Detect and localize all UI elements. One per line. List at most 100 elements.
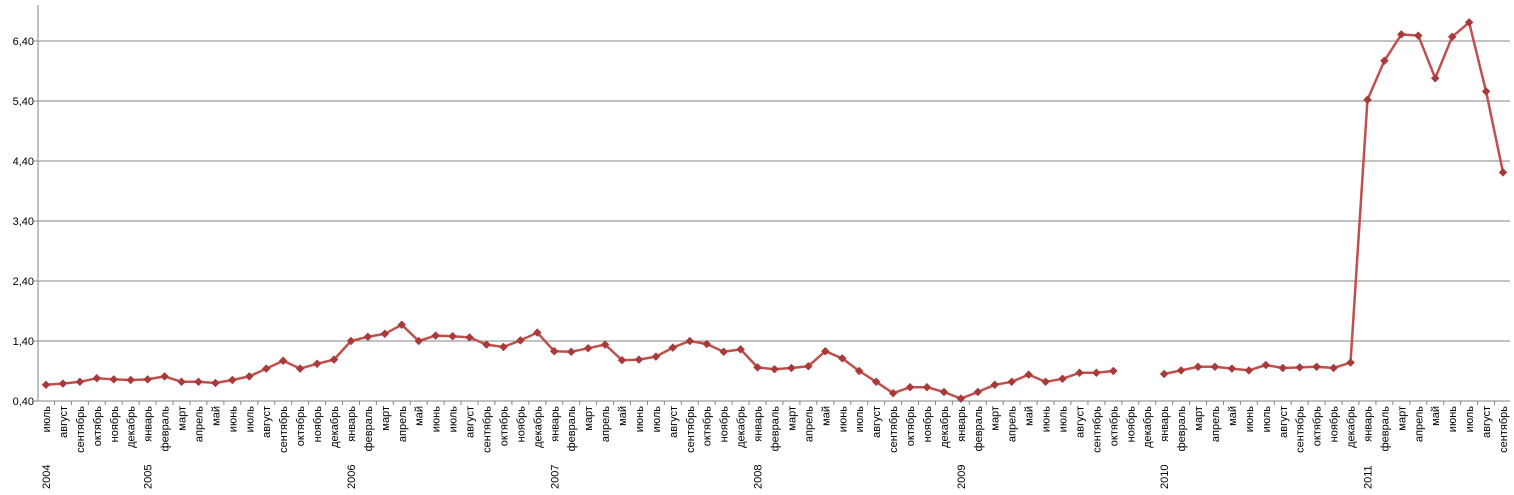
x-year-label: 2011 <box>1362 465 1374 489</box>
data-point-marker <box>1227 364 1237 373</box>
data-point-marker <box>448 331 457 341</box>
x-tick-label: март <box>583 406 595 431</box>
data-point-marker <box>1447 32 1457 42</box>
y-tick-label: 0,40 <box>13 396 34 408</box>
x-tick-label: август <box>465 406 477 438</box>
x-tick-label: февраль <box>1176 406 1188 452</box>
x-tick-label: июнь <box>431 406 443 432</box>
data-point-marker <box>1430 73 1440 83</box>
data-point-marker <box>1108 366 1118 376</box>
x-tick-label: октябрь <box>702 406 714 446</box>
data-point-marker <box>668 343 678 352</box>
x-tick-label: май <box>414 406 426 426</box>
data-point-marker <box>651 352 661 361</box>
data-point-marker <box>871 377 881 387</box>
x-year-label: 2006 <box>346 465 358 489</box>
data-point-marker <box>126 375 136 385</box>
data-point-marker <box>939 387 949 397</box>
data-point-marker <box>143 375 153 384</box>
x-tick-label: сентябрь <box>1091 406 1103 453</box>
x-tick-label: июнь <box>227 406 239 432</box>
x-tick-label: июль <box>1464 406 1476 433</box>
data-point-marker <box>397 320 407 330</box>
x-tick-label: июнь <box>1041 406 1053 432</box>
data-point-marker <box>549 346 559 356</box>
x-tick-label: май <box>1430 406 1442 426</box>
x-tick-label: ноябрь <box>515 406 527 443</box>
y-tick-label: 6,40 <box>13 36 34 48</box>
data-point-marker <box>753 363 762 372</box>
x-tick-label: ноябрь <box>922 406 934 443</box>
x-tick-label: июль <box>244 406 256 433</box>
x-tick-label: май <box>820 406 832 426</box>
x-tick-label: август <box>1481 406 1493 438</box>
data-point-marker <box>888 388 898 398</box>
x-tick-label: сентябрь <box>75 406 87 453</box>
data-point-marker <box>1092 368 1101 378</box>
x-tick-label: ноябрь <box>719 406 731 443</box>
series-line-layer <box>45 21 1505 400</box>
x-tick-label: май <box>210 406 222 426</box>
data-point-marker <box>1007 377 1017 387</box>
y-tick-labels: 0,40 1,40 2,40 3,40 4,40 5,40 6,40 <box>13 36 34 408</box>
x-tick-label: январь <box>1362 406 1374 442</box>
x-tick-label: июнь <box>634 406 646 432</box>
data-point-marker <box>431 331 441 340</box>
data-point-marker <box>211 378 220 388</box>
x-tick-label: апрель <box>600 406 612 442</box>
x-year-label: 2009 <box>956 465 968 489</box>
x-tick-label: октябрь <box>498 406 510 446</box>
x-year-label: 2004 <box>41 465 53 489</box>
x-tick-label: август <box>1074 406 1086 438</box>
data-point-marker <box>312 359 322 369</box>
data-point-marker <box>1278 363 1288 373</box>
x-tick-label: декабрь <box>532 406 544 448</box>
x-tick-label: апрель <box>1210 406 1222 442</box>
data-point-marker <box>75 377 85 387</box>
x-tick-label: июнь <box>837 406 849 432</box>
data-point-marker <box>1176 366 1186 375</box>
y-tick-label: 4,40 <box>13 156 34 168</box>
data-point-marker <box>1295 363 1305 372</box>
x-tick-label: июль <box>651 406 663 433</box>
x-tick-label: апрель <box>1007 406 1019 442</box>
x-tick-label: январь <box>753 406 765 442</box>
data-point-marker <box>837 354 847 363</box>
x-tick-label: июль <box>448 406 460 433</box>
x-tick-label: октябрь <box>905 406 917 446</box>
x-year-label: 2007 <box>549 465 561 489</box>
data-point-marker <box>1346 358 1355 367</box>
x-tick-label: ноябрь <box>1125 406 1137 443</box>
data-point-marker <box>820 346 830 356</box>
x-tick-label: май <box>1227 406 1239 426</box>
x-tick-label: январь <box>549 406 561 442</box>
data-point-marker <box>685 336 695 346</box>
y-tick-label: 5,40 <box>13 96 34 108</box>
data-point-marker <box>92 373 102 383</box>
x-tick-label: июнь <box>1244 406 1256 432</box>
data-point-marker <box>600 340 610 349</box>
x-tick-label: июнь <box>1447 406 1459 432</box>
data-point-marker <box>414 336 424 346</box>
data-point-marker <box>465 333 474 342</box>
x-tick-label: август <box>58 406 70 438</box>
data-point-marker <box>566 347 576 357</box>
data-point-marker <box>1481 87 1491 96</box>
x-tick-label: май <box>1024 406 1036 426</box>
data-point-marker <box>787 363 796 373</box>
data-point-marker <box>1413 31 1423 40</box>
x-tick-label: апрель <box>193 406 205 442</box>
x-tick-label: август <box>1278 406 1290 438</box>
data-point-marker <box>736 345 745 354</box>
x-tick-label: ноябрь <box>109 406 121 443</box>
data-point-marker <box>617 355 627 365</box>
data-point-marker <box>1261 360 1271 370</box>
x-tick-label: июль <box>1261 406 1273 433</box>
x-tick-label: сентябрь <box>685 406 697 453</box>
data-point-marker <box>583 343 593 353</box>
data-point-marker <box>160 372 169 381</box>
x-tick-label: март <box>380 406 392 431</box>
x-tick-labels: июль 2004 август сентябрь октябрь ноябрь декаб… <box>41 406 1510 489</box>
x-tick-label: март <box>177 406 189 431</box>
x-tick-label: апрель <box>397 406 409 442</box>
